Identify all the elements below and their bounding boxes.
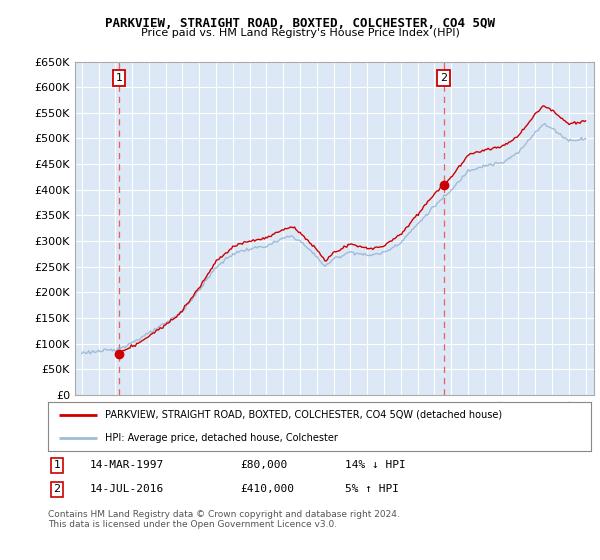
Text: 14-JUL-2016: 14-JUL-2016: [90, 484, 164, 494]
Text: 5% ↑ HPI: 5% ↑ HPI: [345, 484, 399, 494]
Text: £80,000: £80,000: [240, 460, 287, 470]
Text: Price paid vs. HM Land Registry's House Price Index (HPI): Price paid vs. HM Land Registry's House …: [140, 28, 460, 38]
Text: 1: 1: [115, 73, 122, 83]
Text: £410,000: £410,000: [240, 484, 294, 494]
Text: PARKVIEW, STRAIGHT ROAD, BOXTED, COLCHESTER, CO4 5QW (detached house): PARKVIEW, STRAIGHT ROAD, BOXTED, COLCHES…: [105, 410, 502, 420]
Text: 14% ↓ HPI: 14% ↓ HPI: [345, 460, 406, 470]
Text: 2: 2: [53, 484, 61, 494]
Text: PARKVIEW, STRAIGHT ROAD, BOXTED, COLCHESTER, CO4 5QW: PARKVIEW, STRAIGHT ROAD, BOXTED, COLCHES…: [105, 17, 495, 30]
Text: 1: 1: [53, 460, 61, 470]
Text: HPI: Average price, detached house, Colchester: HPI: Average price, detached house, Colc…: [105, 433, 338, 444]
Text: 14-MAR-1997: 14-MAR-1997: [90, 460, 164, 470]
Text: Contains HM Land Registry data © Crown copyright and database right 2024.
This d: Contains HM Land Registry data © Crown c…: [48, 510, 400, 529]
Text: 2: 2: [440, 73, 447, 83]
